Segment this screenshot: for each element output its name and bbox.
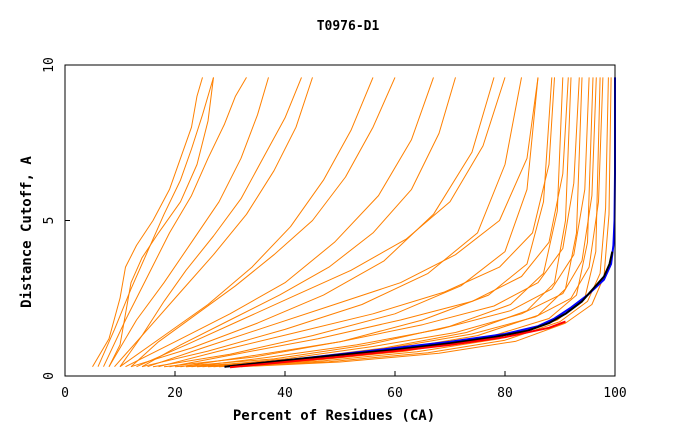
chart-title: T0976-D1	[317, 19, 380, 34]
series-line-m12	[174, 77, 564, 368]
series-line-red-model	[229, 320, 566, 369]
series-line-m20	[169, 77, 569, 368]
series-line-m7	[125, 77, 434, 368]
x-tick-label: 60	[387, 386, 403, 401]
x-tick-label: 20	[167, 386, 183, 401]
series-line-m3	[103, 77, 247, 367]
series-line-m11	[163, 77, 553, 368]
series-line-m18	[147, 77, 539, 368]
series-layer	[92, 77, 616, 369]
series-line-m5	[114, 77, 313, 368]
ticks-layer: 0 20 40 60 80 100 0 5 10	[42, 57, 627, 401]
series-line-m28	[141, 77, 456, 368]
series-line-m1	[92, 77, 203, 367]
series-line-m10	[152, 77, 539, 368]
series-line-m30	[240, 77, 612, 368]
series-line-m6	[119, 77, 374, 368]
series-line-black-model	[224, 251, 614, 368]
series-line-blue-best	[224, 77, 616, 368]
series-line-m19	[158, 77, 555, 368]
y-tick-label: 0	[42, 372, 57, 380]
x-tick-label: 40	[277, 386, 293, 401]
y-axis-label: Distance Cutoff, A	[19, 156, 35, 308]
series-line-m21	[180, 77, 580, 368]
series-line-m25	[108, 77, 214, 367]
series-line-m26	[119, 77, 302, 367]
x-axis-label: Percent of Residues (CA)	[233, 408, 435, 424]
series-line-m2	[97, 77, 214, 367]
series-line-m22	[191, 77, 590, 368]
series-line-m8	[130, 77, 495, 368]
series-line-m23	[202, 77, 597, 368]
x-tick-label: 100	[603, 386, 626, 401]
series-line-m27	[130, 77, 396, 368]
series-line-m17	[136, 77, 506, 368]
series-line-m9	[141, 77, 522, 368]
y-tick-label: 10	[42, 57, 57, 73]
y-tick-label: 5	[42, 217, 57, 225]
x-tick-label: 0	[61, 386, 69, 401]
series-line-m15	[207, 77, 594, 368]
series-line-m29	[229, 77, 609, 368]
series-line-m4	[108, 77, 269, 367]
x-tick-label: 80	[497, 386, 513, 401]
